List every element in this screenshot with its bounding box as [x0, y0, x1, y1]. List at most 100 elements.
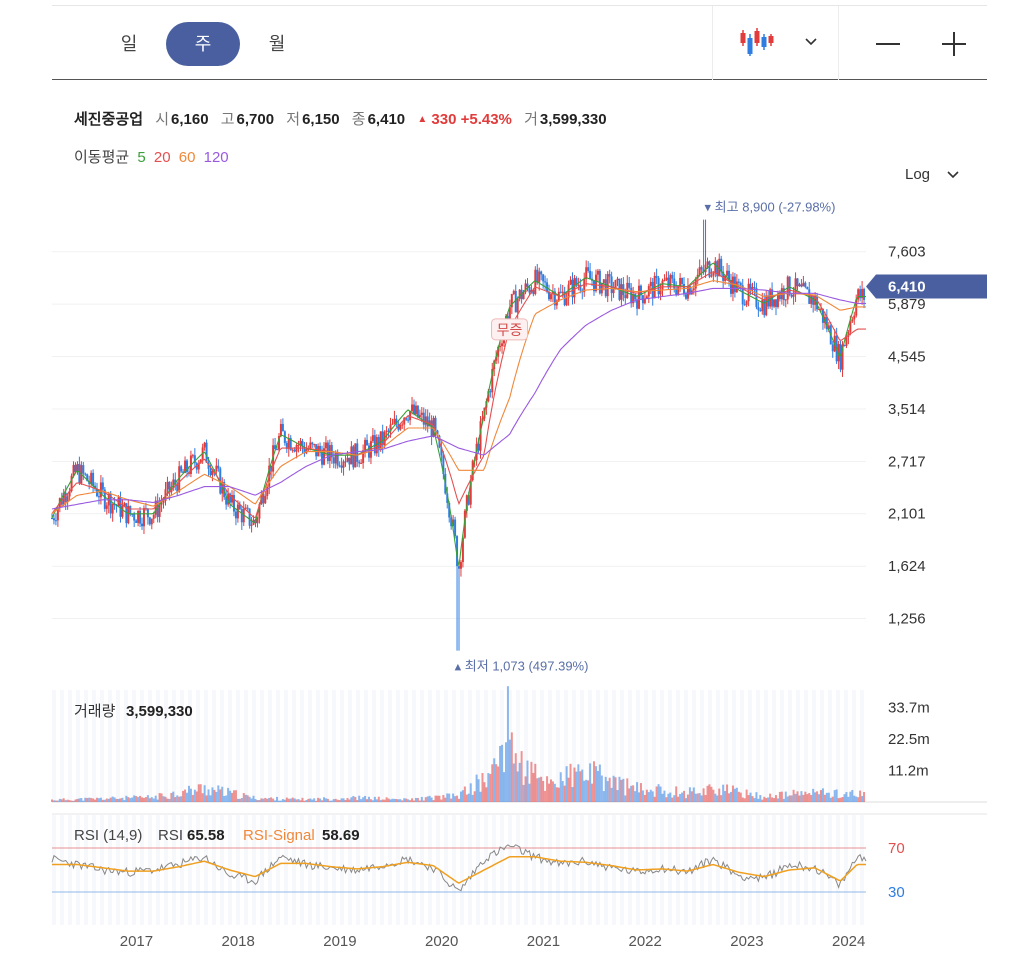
- candle-body: [252, 519, 255, 525]
- candle-body: [806, 286, 809, 290]
- volume-bar: [442, 794, 445, 802]
- rsi-stripe: [412, 815, 416, 925]
- rsi-stripe: [652, 815, 656, 925]
- volume-tick-label: 22.5m: [888, 731, 930, 748]
- volume-stripe: [204, 690, 208, 802]
- rsi-stripe: [212, 815, 216, 925]
- volume-bar: [191, 794, 194, 802]
- volume-bar: [630, 785, 633, 802]
- volume-stripe: [196, 690, 200, 802]
- candle-body: [769, 289, 772, 307]
- candle-body: [256, 518, 259, 524]
- ma-legend-5[interactable]: 5: [137, 149, 146, 166]
- volume-bar: [174, 797, 177, 802]
- volume-bar: [252, 795, 255, 802]
- candle-body: [776, 293, 779, 307]
- ma-legend-120[interactable]: 120: [203, 149, 229, 166]
- candle-body: [272, 445, 275, 472]
- candle-body: [839, 344, 842, 370]
- volume-stripe: [188, 690, 192, 802]
- tab-daily[interactable]: 일: [120, 34, 138, 54]
- volume-bar: [761, 799, 764, 802]
- volume-bar: [671, 797, 674, 802]
- candlestick-icon[interactable]: [737, 26, 777, 62]
- candle-body: [231, 495, 234, 503]
- volume-bar: [338, 799, 341, 802]
- chevron-down-icon[interactable]: [800, 32, 822, 52]
- candle-body: [487, 391, 490, 402]
- volume-bar: [757, 798, 760, 802]
- candle-body: [575, 278, 578, 286]
- candle-body: [360, 463, 363, 465]
- event-marker-box[interactable]: [491, 318, 529, 341]
- candle-body: [520, 289, 523, 300]
- volume-bar: [495, 764, 498, 802]
- rsi-stripe: [764, 815, 768, 925]
- candle-body: [311, 442, 314, 445]
- volume-bar: [74, 799, 77, 802]
- candle-body: [115, 504, 118, 507]
- candle-body: [178, 466, 181, 492]
- candle-body: [103, 489, 106, 509]
- volume-bar: [142, 797, 145, 802]
- rsi-stripe: [828, 815, 832, 925]
- candle-body: [322, 448, 325, 465]
- log-label: Log: [905, 166, 931, 183]
- volume-bar: [790, 795, 793, 802]
- volume-bar: [503, 772, 506, 802]
- volume-bar: [530, 761, 533, 802]
- tab-weekly[interactable]: 주: [166, 22, 240, 66]
- volume-bar: [291, 797, 294, 802]
- candle-body: [804, 282, 807, 287]
- volume-bar: [706, 785, 709, 802]
- volume-stripe: [772, 690, 776, 802]
- rsi-stripe: [148, 815, 152, 925]
- candle-body: [571, 279, 574, 298]
- rsi-stripe: [84, 815, 88, 925]
- plus-icon[interactable]: [936, 26, 972, 62]
- volume-bar: [422, 800, 425, 802]
- candle-body: [459, 562, 462, 569]
- minus-icon[interactable]: [870, 26, 906, 62]
- candle-body: [495, 356, 498, 361]
- candle-body: [718, 258, 721, 277]
- candle-body: [458, 566, 460, 569]
- candle-body: [616, 278, 619, 281]
- candle-body: [471, 460, 474, 481]
- candle-body: [295, 445, 298, 452]
- ma-legend-20[interactable]: 20: [153, 149, 171, 166]
- tab-monthly[interactable]: 월: [268, 34, 286, 54]
- candle-body: [600, 283, 603, 294]
- quote-info: 세진중공업 시 6,160 고 6,700 저 6,150 종 6,410 ▲ 330 …: [74, 108, 615, 129]
- toolbar-divider: [838, 6, 839, 80]
- rsi-stripe: [508, 815, 512, 925]
- candle-body: [414, 405, 417, 415]
- log-scale-toggle[interactable]: Log: [905, 166, 960, 183]
- x-tick-label: 2020: [425, 933, 458, 950]
- candle-body: [366, 439, 369, 446]
- candle-body: [598, 270, 601, 294]
- volume-bar: [624, 795, 627, 802]
- candle-body: [187, 472, 190, 474]
- volume-bar: [688, 787, 691, 802]
- volume-bar: [731, 785, 734, 802]
- ma-legend-60[interactable]: 60: [178, 149, 196, 166]
- volume-stripe: [740, 690, 744, 802]
- candle-body: [630, 287, 633, 304]
- volume-bar: [835, 789, 838, 802]
- candle-body: [221, 481, 224, 494]
- volume-bar: [636, 782, 639, 802]
- volume-stripe: [556, 690, 560, 802]
- candle-body: [317, 446, 320, 457]
- rsi-stripe: [276, 815, 280, 925]
- candle-body: [338, 465, 341, 467]
- candle-body: [526, 283, 529, 287]
- candle-body: [857, 289, 860, 300]
- volume-bar: [616, 790, 619, 802]
- candle-body: [219, 468, 222, 494]
- rsi-stripe: [636, 815, 640, 925]
- volume-bar: [180, 796, 183, 802]
- volume-bar: [823, 794, 826, 802]
- volume-bar: [127, 797, 130, 802]
- candle-body: [131, 513, 134, 515]
